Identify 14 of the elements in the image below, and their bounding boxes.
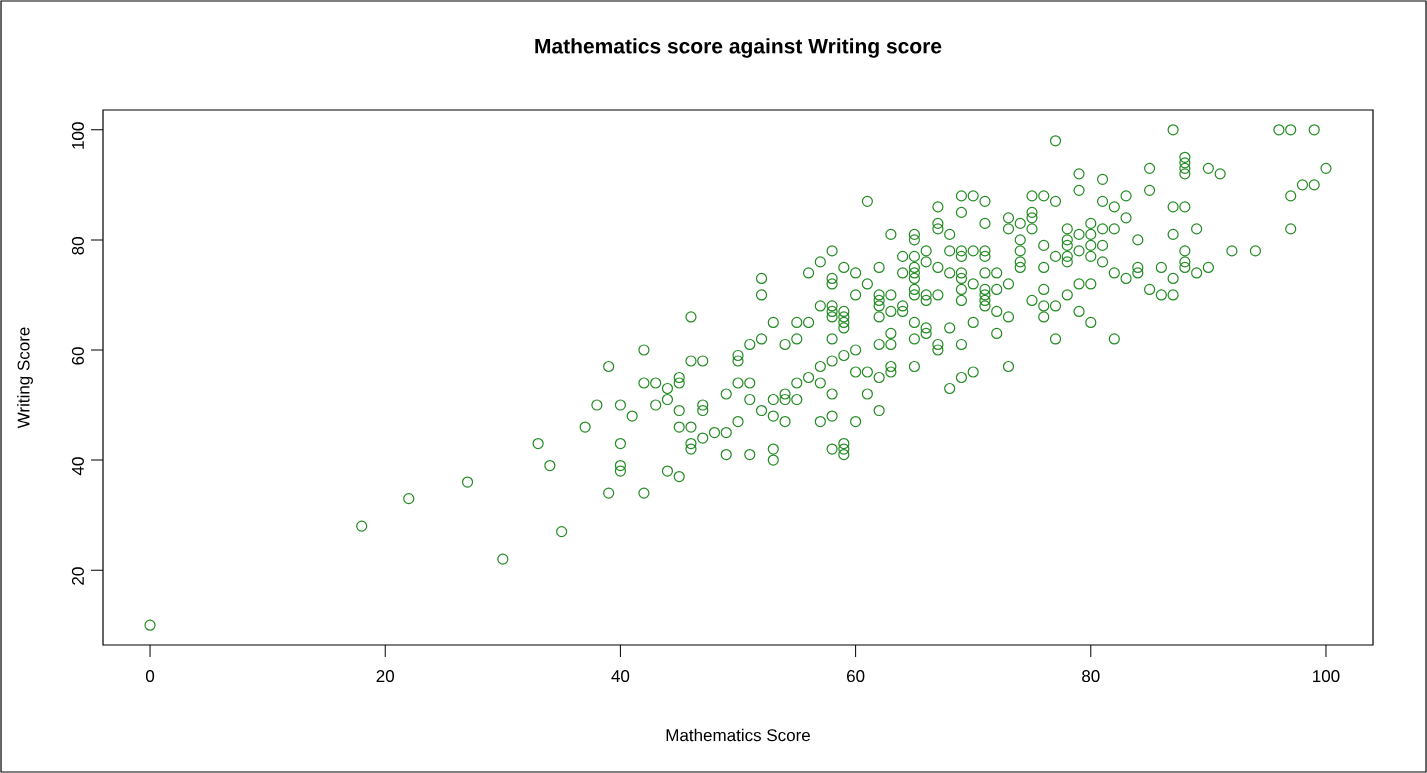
y-tick-label: 60 (71, 347, 84, 365)
chart-title: Mathematics score against Writing score (535, 38, 942, 58)
x-tick-label: 40 (611, 670, 630, 683)
y-tick-label: 20 (71, 567, 84, 585)
x-tick-label: 0 (145, 670, 155, 683)
x-tick-label: 20 (376, 670, 395, 683)
y-axis-title: Writing Score (17, 327, 33, 429)
y-tick-label: 80 (71, 237, 84, 255)
x-tick-label: 100 (1313, 670, 1340, 683)
x-tick-label: 80 (1082, 670, 1100, 683)
y-tick-label: 40 (71, 457, 84, 476)
y-tick-label: 100 (71, 122, 84, 149)
x-axis-title: Mathematics Score (666, 728, 810, 742)
x-tick-label: 60 (847, 670, 865, 683)
